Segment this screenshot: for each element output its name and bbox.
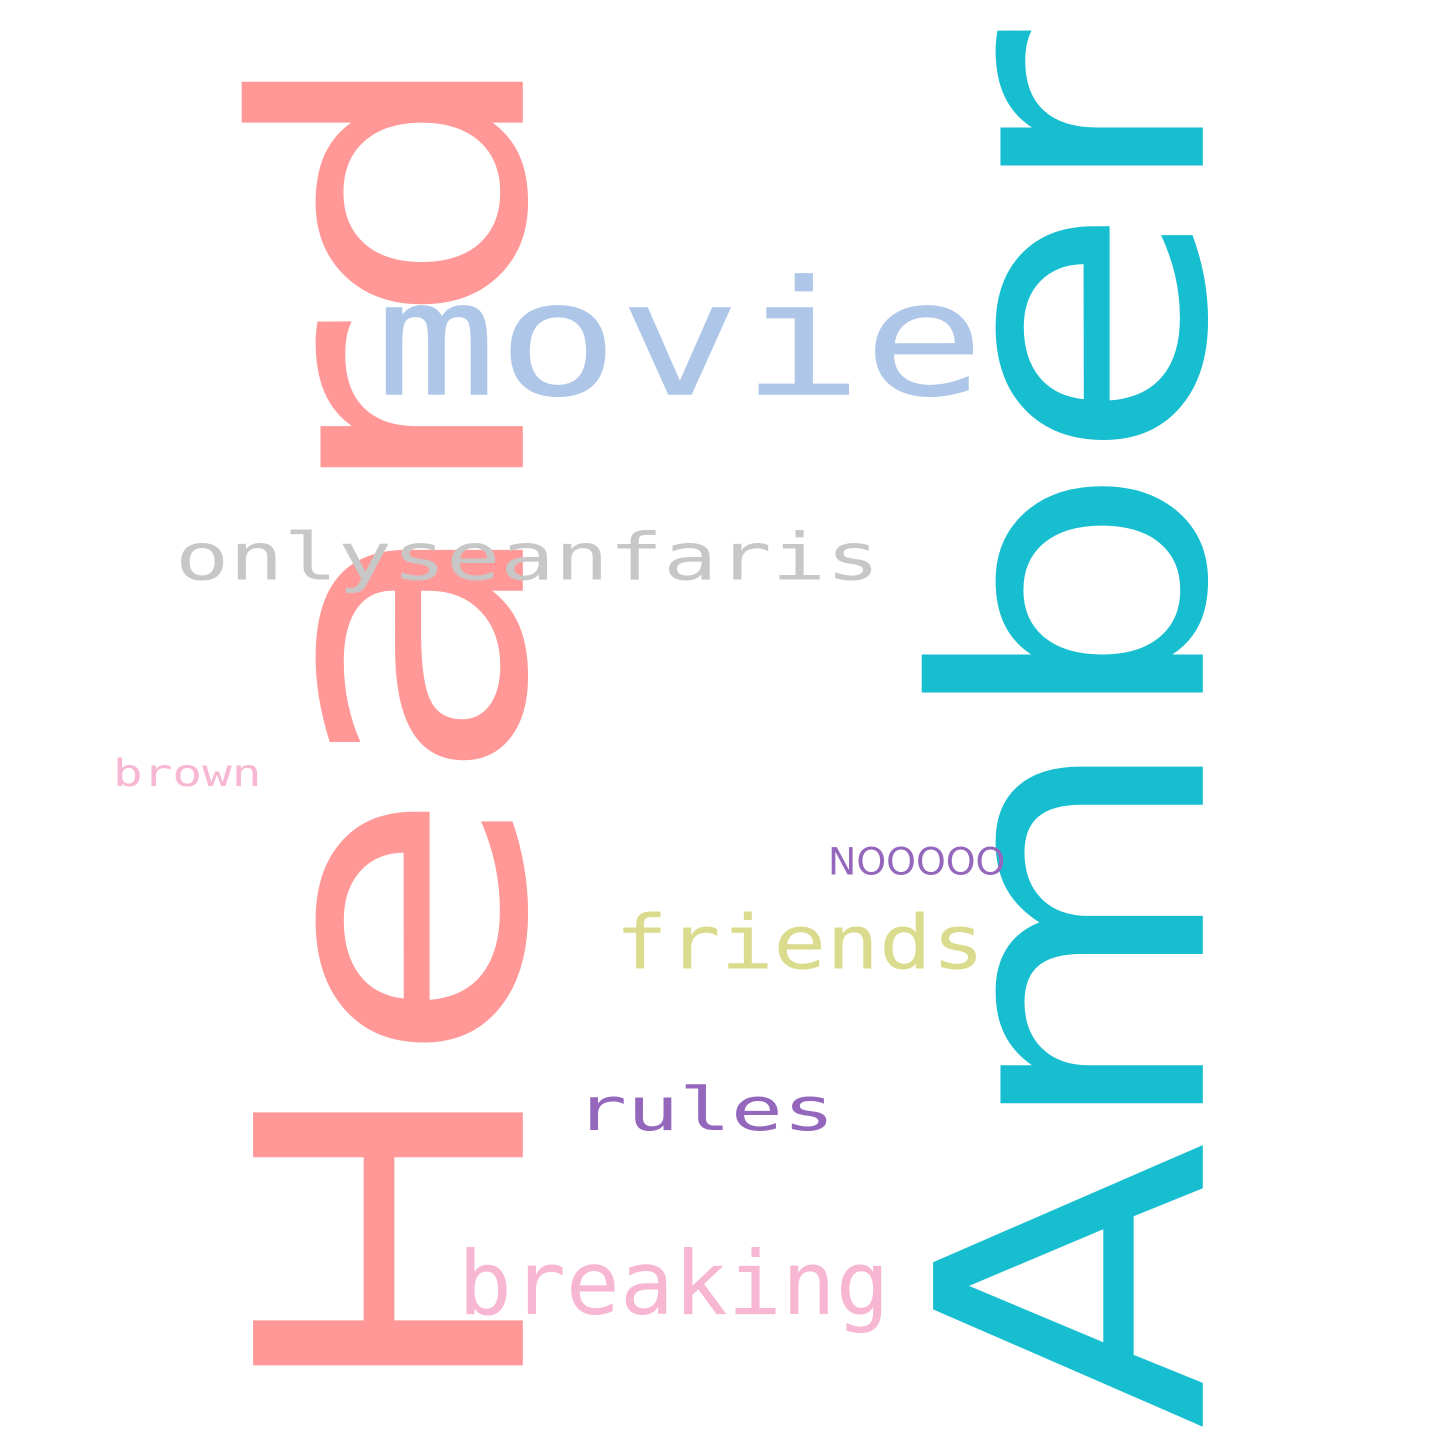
word-breaking: breaking — [458, 1232, 890, 1335]
word-amber: Amber — [859, 30, 1291, 1431]
word-movie: movie — [375, 246, 985, 433]
word-friends: friends — [615, 898, 985, 987]
word-onlyseanfaris: onlyseanfaris — [175, 519, 881, 595]
word-nooooo: NOOOOO — [828, 839, 1006, 884]
word-rules: rules — [575, 1075, 835, 1145]
word-brown: brown — [113, 751, 262, 796]
